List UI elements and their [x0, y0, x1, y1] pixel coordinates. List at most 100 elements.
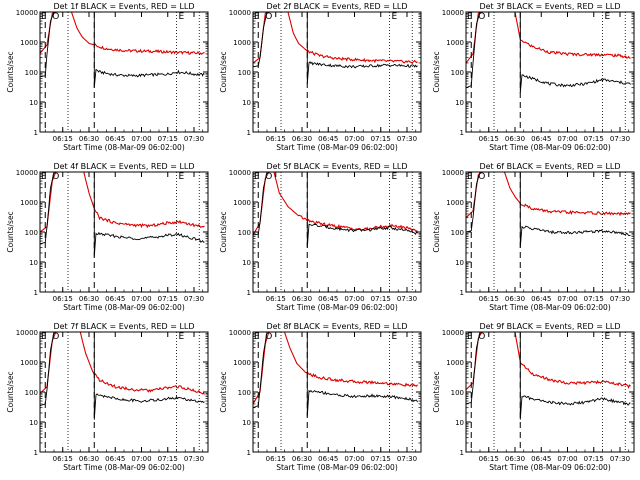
x-tick-label: 07:30	[610, 135, 630, 143]
y-tick-label: 10000	[442, 169, 464, 177]
marker-circle: O	[478, 332, 485, 342]
marker-e-right: E	[605, 332, 611, 342]
x-axis-label: Start Time (08-Mar-09 06:02:00)	[489, 303, 611, 312]
x-axis-label: Start Time (08-Mar-09 06:02:00)	[63, 463, 185, 472]
x-tick-label: 06:30	[292, 295, 312, 303]
y-tick-label: 1	[34, 449, 38, 457]
x-axis-label: Start Time (08-Mar-09 06:02:00)	[63, 303, 185, 312]
x-tick-label: 06:15	[53, 295, 73, 303]
x-tick-label: 07:30	[397, 135, 417, 143]
panel-title: Det 1f BLACK = Events, RED = LLD	[53, 2, 194, 11]
plot-area	[40, 172, 205, 257]
x-tick-label: 07:15	[158, 135, 178, 143]
marker-e-left: E	[254, 12, 260, 22]
x-tick-label: 07:00	[131, 295, 151, 303]
y-tick-label: 10000	[16, 9, 38, 17]
event-series-line	[466, 12, 631, 94]
x-tick-label: 07:15	[158, 295, 178, 303]
plot-area	[253, 332, 418, 417]
marker-e-right: E	[179, 12, 185, 22]
plot-frame	[39, 331, 209, 453]
y-tick-label: 1000	[20, 39, 38, 47]
y-tick-label: 10	[455, 259, 464, 267]
marker-circle: O	[52, 332, 59, 342]
x-tick-label: 07:30	[397, 295, 417, 303]
x-tick-label: 06:30	[79, 135, 99, 143]
y-tick-label: 100	[238, 389, 251, 397]
x-tick-label: 06:15	[53, 135, 73, 143]
x-tick-label: 06:30	[79, 295, 99, 303]
x-tick-label: 06:45	[105, 295, 125, 303]
x-tick-label: 06:15	[266, 135, 286, 143]
x-tick-label: 06:45	[318, 455, 338, 463]
lld-series-line	[466, 172, 631, 219]
marker-e-right: E	[605, 172, 611, 182]
plot-frame	[252, 331, 422, 453]
y-tick-label: 10000	[16, 329, 38, 337]
x-tick-label: 06:30	[505, 135, 525, 143]
marker-e-left: E	[254, 332, 260, 342]
marker-circle: O	[265, 12, 272, 22]
x-tick-label: 06:30	[505, 455, 525, 463]
y-tick-label: 10	[455, 419, 464, 427]
x-tick-label: 06:15	[53, 455, 73, 463]
x-tick-label: 06:15	[266, 295, 286, 303]
y-tick-label: 1000	[446, 199, 464, 207]
marker-e-right: E	[392, 12, 398, 22]
y-tick-label: 100	[238, 229, 251, 237]
marker-e-left: E	[41, 332, 47, 342]
x-tick-label: 07:00	[557, 455, 577, 463]
x-axis-label: Start Time (08-Mar-09 06:02:00)	[276, 303, 398, 312]
x-tick-label: 07:15	[584, 135, 604, 143]
event-series-line	[466, 172, 631, 248]
x-tick-label: 06:30	[505, 295, 525, 303]
marker-e-left: E	[41, 12, 47, 22]
marker-circle: O	[265, 332, 272, 342]
lld-series-line	[253, 332, 418, 405]
y-tick-label: 100	[451, 69, 464, 77]
panel-title: Det 6f BLACK = Events, RED = LLD	[479, 162, 620, 171]
plot-frame	[252, 11, 422, 133]
y-tick-label: 1	[460, 129, 464, 137]
y-tick-label: 1000	[233, 39, 251, 47]
plot-area	[40, 332, 205, 420]
marker-e-left: E	[467, 12, 473, 22]
x-tick-label: 07:15	[371, 295, 391, 303]
y-tick-label: 1000	[233, 199, 251, 207]
y-tick-label: 100	[25, 69, 38, 77]
y-tick-label: 1	[247, 289, 251, 297]
x-tick-label: 06:30	[292, 455, 312, 463]
x-tick-label: 07:00	[344, 135, 364, 143]
marker-e-right: E	[392, 172, 398, 182]
event-series-line	[40, 332, 205, 420]
y-tick-label: 10000	[16, 169, 38, 177]
y-tick-label: 1	[247, 129, 251, 137]
x-axis-label: Start Time (08-Mar-09 06:02:00)	[489, 463, 611, 472]
y-tick-label: 1000	[446, 39, 464, 47]
x-tick-label: 07:00	[131, 135, 151, 143]
y-tick-label: 10	[242, 99, 251, 107]
y-tick-label: 1	[34, 289, 38, 297]
lld-series-line	[253, 172, 418, 236]
y-tick-label: 100	[451, 389, 464, 397]
x-axis-label: Start Time (08-Mar-09 06:02:00)	[63, 143, 185, 152]
panel-title: Det 5f BLACK = Events, RED = LLD	[266, 162, 407, 171]
plot-area	[253, 172, 418, 248]
y-tick-label: 1000	[20, 359, 38, 367]
y-axis-label: Counts/sec	[219, 51, 228, 92]
event-series-line	[40, 172, 205, 257]
plot-frame	[39, 171, 209, 293]
lld-series-line	[253, 12, 418, 64]
marker-e-left: E	[467, 172, 473, 182]
y-axis-label: Counts/sec	[219, 211, 228, 252]
plot-area	[466, 332, 631, 420]
marker-e-right: E	[392, 332, 398, 342]
x-tick-label: 06:45	[318, 295, 338, 303]
x-tick-label: 07:00	[131, 455, 151, 463]
x-axis-label: Start Time (08-Mar-09 06:02:00)	[276, 143, 398, 152]
